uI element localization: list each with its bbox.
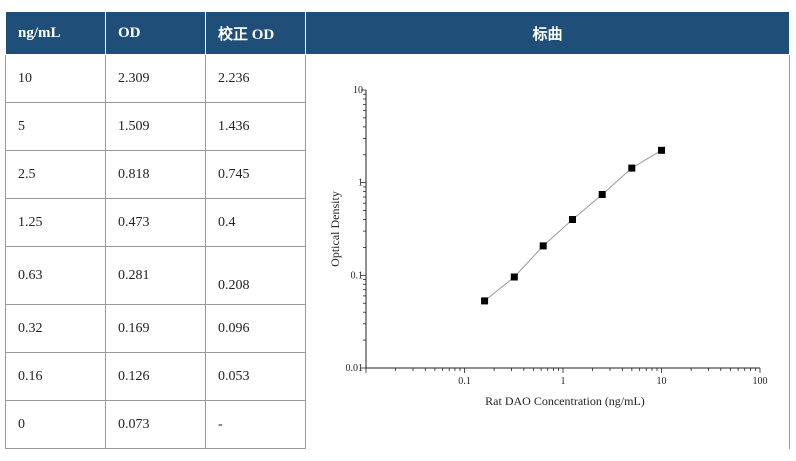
- cell-od: 1.509: [105, 102, 206, 151]
- cell-corrected-od: 0.4: [205, 198, 306, 247]
- standard-curve-table: ng/mL OD 校正 OD 标曲 10 2.309 2.236 0.1 1 10 1…: [5, 11, 790, 449]
- cell-od: 0.281: [105, 246, 206, 305]
- cell-concentration: 2.5: [5, 150, 106, 199]
- data-point: [539, 242, 547, 250]
- cell-corrected-od: 0.053: [205, 352, 306, 401]
- data-point: [658, 146, 665, 154]
- header-concentration: ng/mL: [5, 11, 106, 55]
- cell-corrected-od: 2.236: [205, 54, 306, 103]
- cell-concentration: 0.63: [5, 246, 106, 305]
- cell-od: 0.126: [105, 352, 206, 401]
- header-corrected-od: 校正 OD: [205, 11, 306, 55]
- cell-concentration: 0.32: [5, 304, 106, 353]
- table-row: 2.5 0.818 0.745: [5, 150, 790, 199]
- data-point: [481, 297, 489, 305]
- cell-concentration: 5: [5, 102, 106, 151]
- x-tick-label: 1: [561, 376, 566, 387]
- y-tick-label: 0.1: [351, 270, 364, 281]
- y-tick-label: 10: [353, 85, 363, 96]
- x-tick-label: 100: [753, 376, 768, 387]
- table-row: 0.32 0.169 0.096: [5, 304, 790, 353]
- cell-od: 0.818: [105, 150, 206, 199]
- table-row: 5 1.509 1.436: [5, 102, 790, 151]
- table-row: 10 2.309 2.236 0.1 1 10 100 0.01 0.1 1 10 Rat DA…: [5, 54, 790, 449]
- standard-curve-chart: 0.1 1 10 100 0.01 0.1 1 10 Rat DAO Concentration…: [328, 85, 768, 408]
- table-row: 0.16 0.126 0.053: [5, 352, 790, 401]
- cell-corrected-od: 1.436: [205, 102, 306, 151]
- table-row: 1.25 0.473 0.4: [5, 198, 790, 247]
- header-od: OD: [105, 11, 206, 55]
- header-standard-curve: 标曲: [305, 11, 790, 55]
- cell-od: 0.169: [105, 304, 206, 353]
- cell-corrected-od: 0.096: [205, 304, 306, 353]
- data-point: [569, 216, 576, 223]
- cell-concentration: 10: [5, 54, 106, 103]
- cell-concentration: 0: [5, 400, 106, 449]
- cell-od: 2.309: [105, 54, 206, 103]
- cropped-caption-strip: [0, 0, 796, 10]
- cell-corrected-od: 0.208: [205, 246, 306, 305]
- x-tick-label: 0.1: [458, 376, 471, 387]
- y-tick-label: 0.01: [346, 363, 364, 374]
- data-point: [628, 164, 636, 172]
- cell-od: 0.473: [105, 198, 206, 247]
- cell-corrected-od: -: [205, 400, 306, 449]
- cell-concentration: 1.25: [5, 198, 106, 247]
- cell-od: 0.073: [105, 400, 206, 449]
- data-point: [598, 191, 606, 198]
- y-axis-title: Optical Density: [328, 191, 342, 267]
- chart-cell: 0.1 1 10 100 0.01 0.1 1 10 Rat DAO Concentration…: [305, 54, 790, 449]
- table-header-row: ng/mL OD 校正 OD 标曲: [5, 11, 790, 55]
- table-row: 0.63 0.281 0.208: [5, 246, 790, 305]
- cell-corrected-od: 0.745: [205, 150, 306, 199]
- x-tick-label: 10: [657, 376, 667, 387]
- table-row: 0 0.073 -: [5, 400, 790, 449]
- cell-concentration: 0.16: [5, 352, 106, 401]
- x-axis-title: Rat DAO Concentration (ng/mL): [485, 394, 645, 408]
- y-tick-label: 1: [358, 178, 363, 189]
- data-point: [510, 273, 518, 281]
